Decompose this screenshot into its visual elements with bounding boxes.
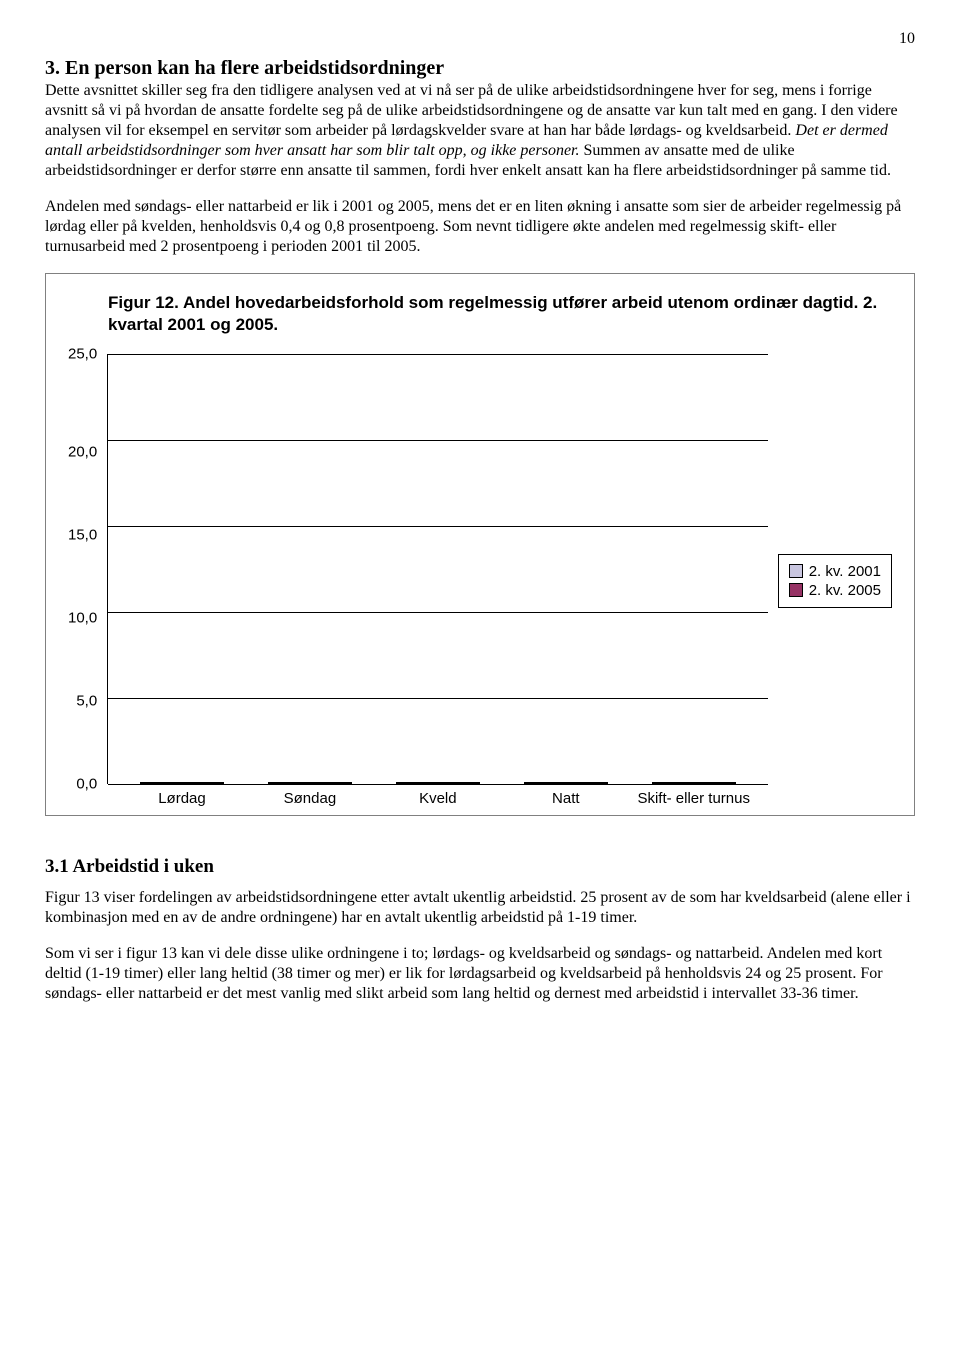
x-axis-labels: Lørdag Søndag Kveld Natt Skift- eller turnus bbox=[68, 784, 768, 807]
chart-title: Figur 12. Andel hovedarbeidsforhold som … bbox=[108, 292, 892, 336]
y-tick-label: 15,0 bbox=[68, 528, 97, 543]
gridline bbox=[108, 698, 768, 699]
chart-grid bbox=[107, 354, 768, 784]
y-axis: 25,020,015,010,05,00,0 bbox=[68, 354, 107, 784]
section-heading: 3. En person kan ha flere arbeidstidsord… bbox=[45, 57, 444, 79]
subsection-heading: 3.1 Arbeidstid i uken bbox=[45, 856, 915, 878]
paragraph-1: 3. En person kan ha flere arbeidstidsord… bbox=[45, 56, 915, 181]
legend-label: 2. kv. 2001 bbox=[809, 563, 881, 580]
y-tick-label: 0,0 bbox=[76, 777, 97, 792]
gridline bbox=[108, 526, 768, 527]
chart-legend: 2. kv. 2001 2. kv. 2005 bbox=[778, 554, 892, 608]
y-tick-label: 10,0 bbox=[68, 611, 97, 626]
legend-item: 2. kv. 2005 bbox=[789, 582, 881, 599]
x-tick-label: Skift- eller turnus bbox=[634, 790, 754, 807]
y-tick-label: 20,0 bbox=[68, 445, 97, 460]
x-tick-label: Lørdag bbox=[122, 790, 242, 807]
para1-lead: Dette avsnittet skiller seg fra den tidl… bbox=[45, 82, 898, 139]
y-tick-label: 25,0 bbox=[68, 347, 97, 362]
gridline bbox=[108, 440, 768, 441]
page-number: 10 bbox=[45, 30, 915, 48]
legend-item: 2. kv. 2001 bbox=[789, 563, 881, 580]
gridline bbox=[108, 612, 768, 613]
y-tick-label: 5,0 bbox=[76, 694, 97, 709]
paragraph-2: Andelen med søndags- eller nattarbeid er… bbox=[45, 197, 915, 257]
gridline bbox=[108, 784, 768, 785]
legend-label: 2. kv. 2005 bbox=[809, 582, 881, 599]
legend-swatch bbox=[789, 564, 803, 578]
x-tick-label: Kveld bbox=[378, 790, 498, 807]
paragraph-4: Som vi ser i figur 13 kan vi dele disse … bbox=[45, 944, 915, 1004]
chart-plot-area: 25,020,015,010,05,00,0 LørdagSøndagKveld… bbox=[68, 354, 768, 807]
legend-swatch bbox=[789, 583, 803, 597]
x-tick-label: Søndag bbox=[250, 790, 370, 807]
chart-container: Figur 12. Andel hovedarbeidsforhold som … bbox=[45, 273, 915, 816]
gridline bbox=[108, 354, 768, 355]
paragraph-3: Figur 13 viser fordelingen av arbeidstid… bbox=[45, 888, 915, 928]
x-tick-label: Natt bbox=[506, 790, 626, 807]
bars-row bbox=[108, 354, 768, 784]
